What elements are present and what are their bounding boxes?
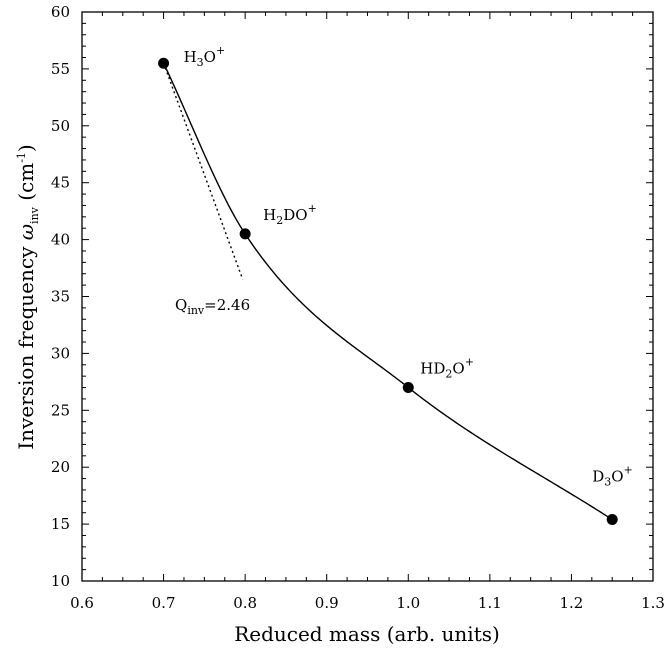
- q-annotation-value: =2.46: [204, 296, 250, 314]
- y-axis-title-symbol: ω: [14, 224, 38, 240]
- x-axis-title: Reduced mass (arb. units): [234, 622, 500, 646]
- x-tick-label: 0.7: [152, 594, 176, 612]
- x-tick-label: 1.2: [559, 594, 583, 612]
- x-tick-label: 1.1: [478, 594, 502, 612]
- y-axis-title-symbol-sub: inv: [28, 206, 41, 224]
- q-annotation-base: Q: [175, 296, 187, 314]
- x-tick-label: 0.6: [70, 594, 94, 612]
- y-tick-label: 50: [51, 117, 70, 135]
- y-tick-label: 25: [51, 401, 70, 419]
- y-axis-title-unit-open: (cm: [14, 163, 38, 207]
- ticks: [81, 11, 654, 582]
- y-tick-label: 10: [51, 572, 70, 590]
- x-tick-label: 1.3: [641, 594, 665, 612]
- y-tick-label: 35: [51, 288, 70, 306]
- x-tick-label: 0.8: [233, 594, 257, 612]
- y-tick-label: 15: [51, 515, 70, 533]
- data-point: [239, 228, 251, 240]
- data-points: [158, 57, 618, 526]
- y-tick-label: 20: [51, 458, 70, 476]
- plot-frame: [81, 11, 654, 582]
- y-axis-title-unit-close: ): [14, 144, 38, 152]
- data-point-label: H2DO+: [263, 202, 317, 227]
- tangent-line: [162, 62, 244, 280]
- tick-labels: 0.6 0.7 0.8 0.9 1.0 1.1 1.2 1.3 10 15 20 25 30 35 40 45…: [51, 3, 665, 612]
- y-tick-label: 60: [51, 3, 70, 21]
- data-point-label: D3O+: [592, 464, 633, 489]
- data-point-label: HD2O+: [420, 356, 474, 381]
- y-axis-title: Inversion frequency ωinv (cm-1): [14, 144, 41, 449]
- y-tick-label: 45: [51, 174, 70, 192]
- fit-curve: [162, 62, 613, 521]
- y-tick-label: 40: [51, 231, 70, 249]
- data-point-label: H3O+: [184, 44, 226, 69]
- y-axis-title-main: Inversion frequency: [14, 240, 38, 449]
- x-tick-label: 0.9: [315, 594, 339, 612]
- x-tick-label: 1.0: [396, 594, 420, 612]
- data-point: [158, 57, 170, 69]
- y-axis-title-unit-sup: -1: [15, 152, 28, 163]
- data-point: [402, 382, 414, 394]
- y-tick-label: 55: [51, 60, 70, 78]
- q-inv-annotation: Qinv=2.46: [175, 296, 250, 317]
- q-annotation-sub: inv: [187, 304, 205, 317]
- y-tick-label: 30: [51, 344, 70, 362]
- data-point: [606, 514, 618, 526]
- point-labels: H3O+ H2DO+ HD2O+ D3O+: [184, 44, 633, 488]
